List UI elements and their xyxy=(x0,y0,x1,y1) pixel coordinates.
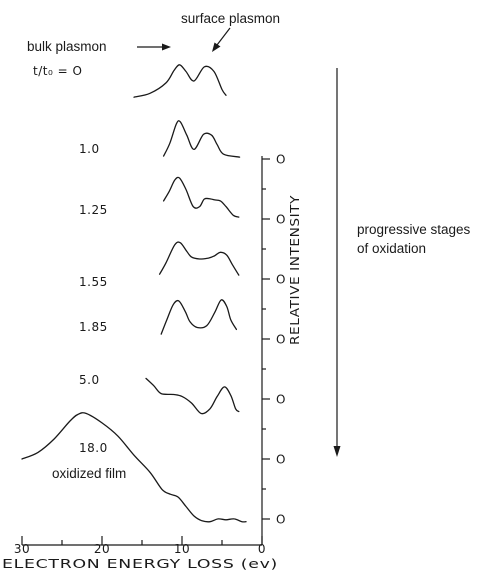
y-tick-label-0: O xyxy=(276,153,286,167)
axis-layer xyxy=(22,156,263,546)
series-label-O: t/t₀ = O xyxy=(33,64,82,78)
series-label-1-55: 1.55 xyxy=(79,275,108,289)
x-tick-label-0: 0 xyxy=(258,542,266,556)
series-line-18-0 xyxy=(21,412,247,523)
series-line-1-85 xyxy=(160,299,238,335)
y-axis-label: RELATIVE INTENSITY xyxy=(288,195,302,345)
curves-layer xyxy=(21,64,247,523)
y-tick-label-3: O xyxy=(276,333,286,347)
y-tick-label-6: O xyxy=(276,513,286,527)
surface-plasmon-label: surface plasmon xyxy=(181,11,280,26)
series-line-5-0 xyxy=(145,377,240,415)
x-tick-label-30: 30 xyxy=(14,542,30,556)
series-label-1-85: 1.85 xyxy=(79,320,108,334)
series-label-1-0: 1.0 xyxy=(79,142,100,156)
series-line-1-55 xyxy=(158,241,240,276)
y-ticks-layer: O O O O O O O xyxy=(262,153,286,527)
y-tick-label-1: O xyxy=(276,213,286,227)
y-tick-label-4: O xyxy=(276,393,286,407)
y-tick-label-2: O xyxy=(276,273,286,287)
progressive-label-line2: of oxidation xyxy=(357,241,426,256)
bulk-plasmon-arrow xyxy=(137,43,171,51)
series-label-18-0: 18.0 xyxy=(79,441,108,455)
series-labels-layer: t/t₀ = O 1.0 1.25 1.55 1.85 5.0 18.0 xyxy=(33,64,108,455)
series-label-1-25: 1.25 xyxy=(79,203,108,217)
y-tick-label-5: O xyxy=(276,453,286,467)
x-tick-label-20: 20 xyxy=(94,542,110,556)
x-ticks-layer: 30 20 10 0 xyxy=(14,536,266,556)
series-label-5-0: 5.0 xyxy=(79,373,100,387)
progressive-arrow xyxy=(333,68,341,457)
series-line-1-25 xyxy=(162,176,240,218)
surface-plasmon-arrow xyxy=(212,27,231,52)
series-line-O xyxy=(133,64,227,98)
bulk-plasmon-label: bulk plasmon xyxy=(27,39,107,54)
oxidized-film-label: oxidized film xyxy=(52,466,126,481)
progressive-label-line1: progressive stages xyxy=(357,222,471,237)
series-line-1-0 xyxy=(162,120,241,158)
x-axis-label: ELECTRON ENERGY LOSS (ev) xyxy=(2,557,278,571)
x-tick-label-10: 10 xyxy=(174,542,190,556)
